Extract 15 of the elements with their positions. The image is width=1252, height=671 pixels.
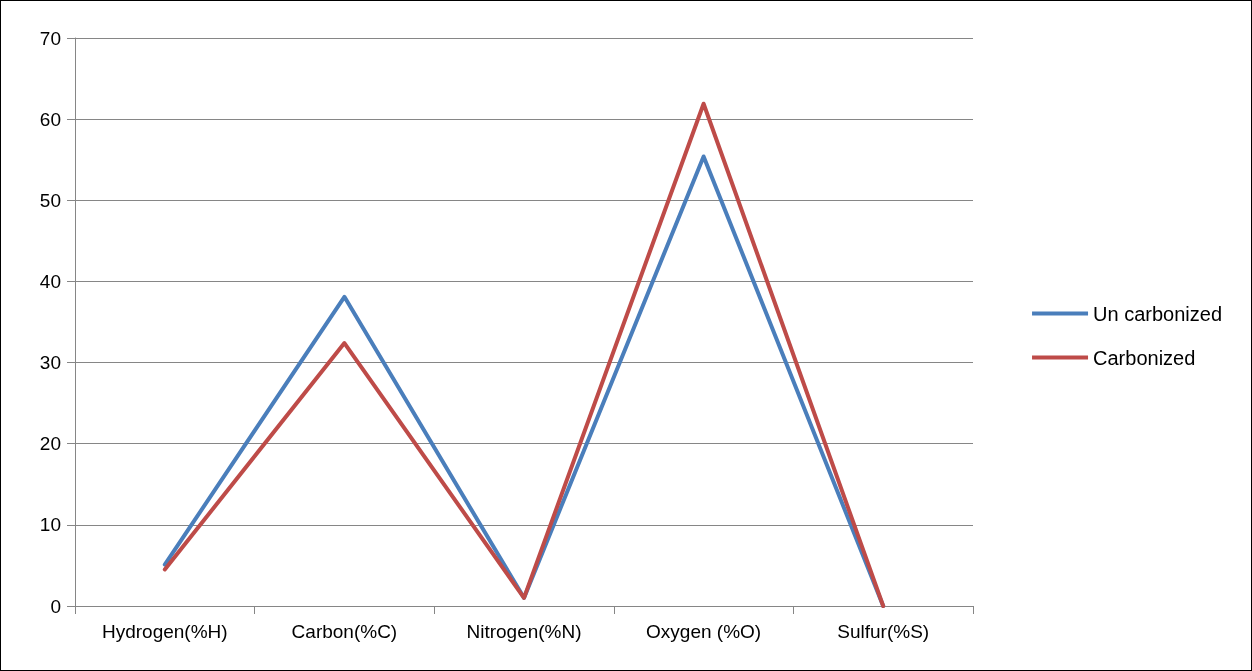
- y-tick-label: 30: [39, 352, 61, 374]
- y-tick-label: 40: [39, 270, 61, 292]
- y-tick-label: 60: [39, 108, 61, 130]
- legend-label: Carbonized: [1093, 346, 1196, 369]
- x-tick-label: Carbon(%C): [291, 621, 398, 642]
- legend-label: Un carbonized: [1093, 302, 1222, 325]
- y-tick-label: 70: [39, 27, 61, 49]
- x-tick-label: Nitrogen(%N): [466, 621, 582, 642]
- y-tick-label: 50: [39, 189, 61, 211]
- x-tick-label: Sulfur(%S): [837, 621, 930, 642]
- y-tick-label: 10: [39, 514, 61, 536]
- y-tick-label: 0: [50, 595, 61, 617]
- x-tick-label: Oxygen (%O): [646, 621, 762, 642]
- y-tick-label: 20: [39, 433, 61, 455]
- x-tick-label: Hydrogen(%H): [101, 621, 228, 642]
